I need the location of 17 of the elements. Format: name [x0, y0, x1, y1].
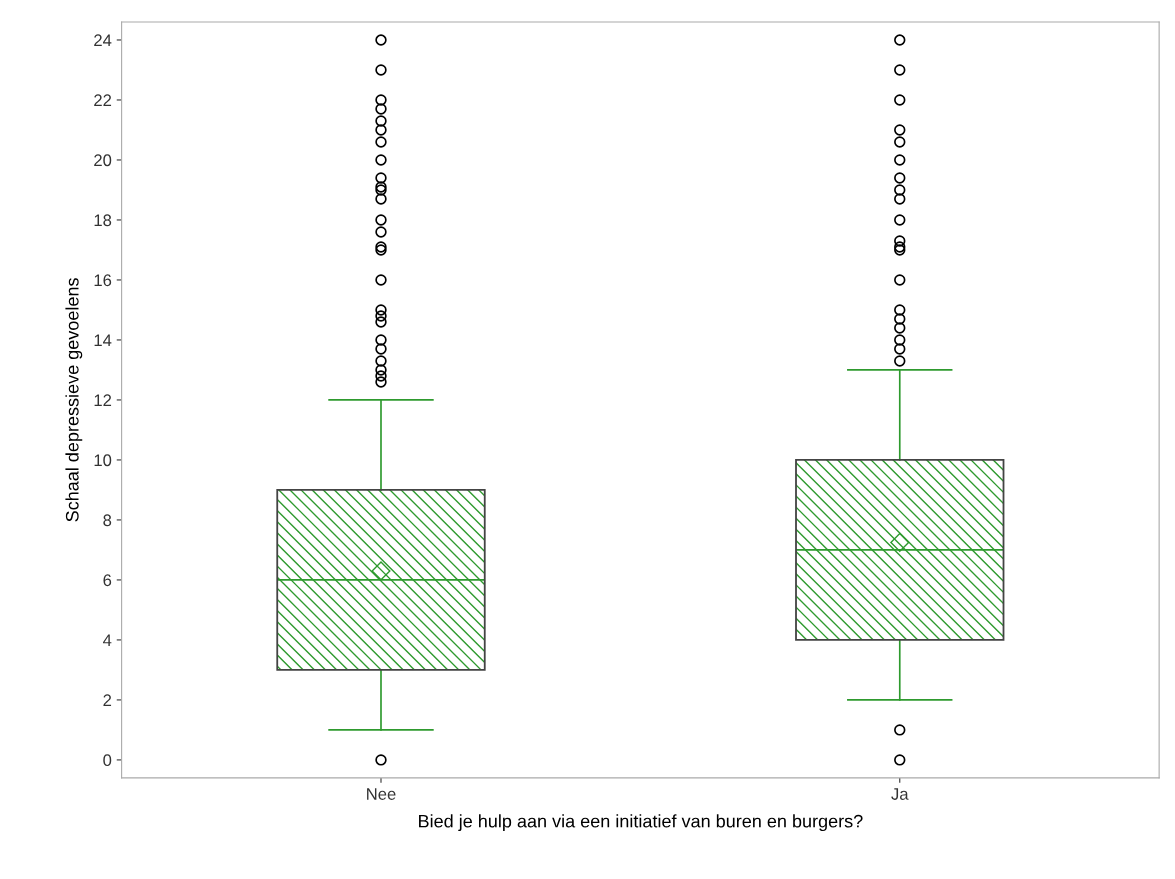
y-tick-label: 22 — [94, 94, 112, 107]
y-tick-label: 6 — [103, 574, 112, 587]
y-tick-label: 2 — [103, 694, 112, 706]
y-tick-label: 20 — [94, 154, 112, 167]
y-tick-label: 14 — [94, 334, 112, 346]
y-tick-label: 8 — [103, 514, 112, 527]
y-tick-label: 18 — [94, 214, 112, 227]
y-tick-label: 10 — [94, 454, 112, 467]
y-tick-label: 12 — [94, 394, 112, 406]
x-axis-title: Bied je hulp aan via een initiatief van buren en burgers? — [419, 814, 863, 832]
y-tick-label: 0 — [103, 754, 112, 767]
y-axis-title: Schaal depressieve gevoelens — [65, 278, 83, 522]
y-tick-label: 24 — [94, 34, 112, 47]
x-tick-label: Ja — [891, 788, 909, 800]
y-tick-label: 4 — [103, 634, 112, 646]
x-tick-label: Nee — [367, 788, 396, 800]
y-tick-label: 16 — [94, 274, 112, 287]
